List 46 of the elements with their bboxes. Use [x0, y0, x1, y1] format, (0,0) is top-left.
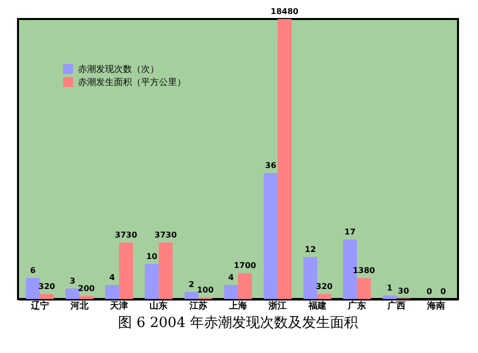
data-label: 4: [109, 273, 116, 282]
x-tick-label: 江苏: [188, 300, 208, 312]
data-label: 6: [30, 266, 36, 275]
data-label: 2: [188, 280, 194, 289]
bar: [119, 242, 133, 299]
data-label: 0: [426, 287, 432, 296]
x-tick-label: 福建: [307, 300, 326, 312]
bar: [105, 285, 120, 299]
data-label: 3: [70, 276, 76, 286]
bar: [184, 292, 198, 299]
bar: [317, 294, 332, 299]
x-tick-label: 海南: [426, 300, 446, 312]
legend-label: 赤潮发生面积（平方公里）: [78, 77, 186, 88]
x-tick-label: 辽宁: [30, 300, 49, 312]
x-tick-label: 浙江: [268, 300, 287, 312]
data-label: 200: [78, 284, 96, 293]
data-label: 1: [386, 284, 393, 292]
data-label: 4: [228, 273, 234, 282]
data-label: 320: [316, 282, 333, 292]
data-label: 30: [398, 286, 410, 296]
bar: [303, 257, 318, 299]
bar: [382, 296, 397, 299]
legend-label: 赤潮发现次数（次）: [78, 64, 159, 75]
bar: [40, 294, 54, 299]
data-label: 0: [440, 287, 446, 296]
bar: [278, 19, 292, 299]
data-label: 1700: [234, 261, 257, 270]
x-tick-label: 山东: [150, 300, 168, 312]
data-label: 18480: [270, 7, 299, 16]
data-label: 3730: [114, 230, 138, 240]
data-label: 10: [146, 252, 158, 261]
x-tick-label: 天津: [109, 300, 128, 312]
x-tick-label: 河北: [69, 300, 90, 312]
x-tick-label: 上海: [228, 300, 247, 312]
data-label: 100: [196, 285, 214, 294]
data-label: 12: [304, 245, 316, 254]
data-label: 17: [344, 228, 356, 236]
x-tick-label: 广东: [346, 300, 366, 312]
data-label: 36: [265, 161, 277, 170]
bar: [26, 278, 40, 299]
data-label: 3730: [154, 230, 178, 240]
x-tick-label: 广西: [386, 300, 406, 312]
bar: [66, 288, 80, 299]
data-label: 320: [38, 282, 56, 292]
data-label: 1380: [352, 266, 376, 276]
text: 图 6 2004 年赤潮发现次数及发生面积: [118, 315, 358, 331]
